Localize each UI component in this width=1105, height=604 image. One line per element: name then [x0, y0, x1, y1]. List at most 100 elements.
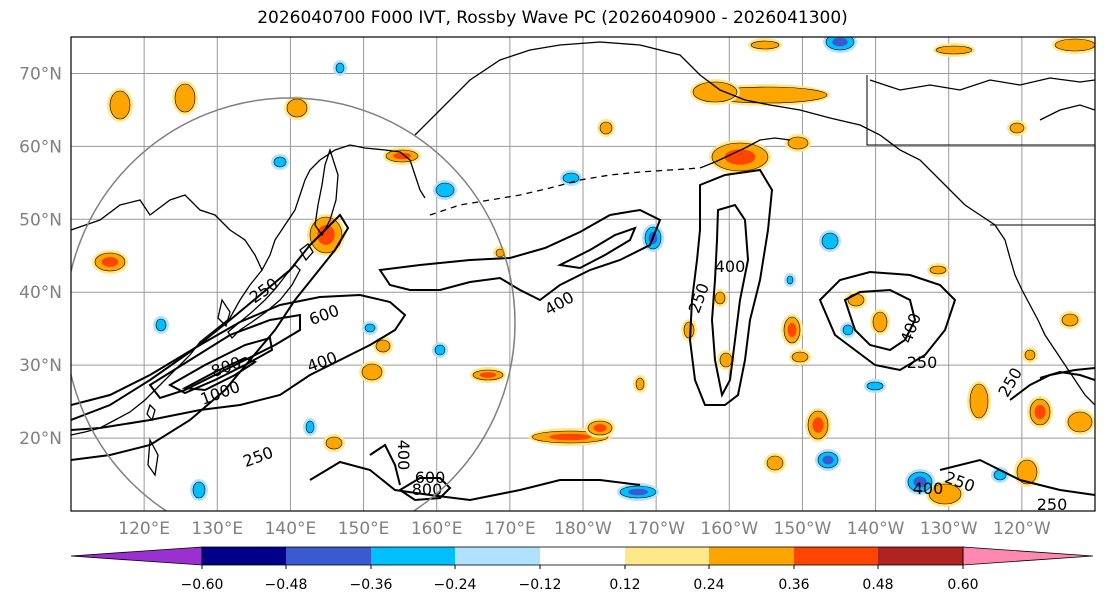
hudson: [1039, 104, 1095, 121]
lon-tick-label: 180°W: [554, 519, 612, 539]
lon-tick-label: 120°E: [118, 519, 170, 539]
colorbar-tick-label: −0.60: [181, 577, 224, 593]
anomaly-blob: [821, 232, 839, 250]
anomaly-blob: [842, 324, 854, 336]
lon-tick-label: 140°E: [265, 519, 317, 539]
lon-tick-label: 160°E: [411, 519, 463, 539]
lon-tick-label: 170°W: [627, 519, 685, 539]
anomaly-blob: [1009, 122, 1025, 134]
anomaly-blob: [786, 275, 794, 285]
anomaly-blob-core: [1034, 404, 1046, 420]
anomaly-blob: [434, 344, 446, 356]
colorbar-segment: [286, 547, 371, 565]
lon-tick-label: 120°W: [993, 519, 1051, 539]
colorbar-segment: [540, 547, 625, 565]
anomaly-blob-core: [822, 455, 834, 465]
colorbar: [70, 546, 1094, 566]
ivt-contour-250-east: [818, 270, 957, 372]
anomaly-blob: [562, 172, 580, 184]
anomaly-blob: [1016, 459, 1038, 485]
anomaly-blob-core: [549, 433, 591, 441]
ivt-contour-250-center: [378, 208, 662, 302]
anomaly-blob: [787, 136, 809, 150]
anomaly-blob: [109, 90, 131, 120]
anomaly-blob: [273, 156, 287, 168]
colorbar-tick-label: −0.24: [434, 577, 477, 593]
ivt-contour-400-mid: [710, 203, 750, 398]
ivt-contour-250-south: [309, 460, 641, 502]
colorbar-tick-label: −0.12: [519, 577, 562, 593]
longitude-labels: 120°E 130°E 140°E 150°E 160°E 170°E 180°W 170°W…: [118, 519, 1051, 539]
korea: [217, 298, 231, 328]
anomaly-blob-core: [479, 372, 497, 378]
colorbar-segment: [878, 547, 963, 565]
anomaly-blob-core: [724, 149, 756, 165]
anomaly-blob: [192, 481, 206, 499]
ivt-contours: [71, 168, 1095, 502]
colorbar-segment: [794, 547, 878, 565]
anomaly-blob: [750, 40, 780, 50]
anomaly-blob: [1054, 38, 1095, 52]
na-west-coast: [934, 174, 1095, 406]
lat-tick-label: 50°N: [19, 210, 62, 230]
anomaly-blob: [325, 436, 343, 450]
anomaly-blob: [1067, 411, 1093, 433]
anomaly-blob-core: [628, 488, 648, 496]
anomaly-blob-core: [101, 257, 119, 267]
alaska: [414, 41, 936, 176]
anomaly-blob: [375, 339, 391, 353]
colorbar-extend-low: [70, 546, 203, 566]
ivt-contour-600-south: [398, 477, 452, 502]
arctic-coast: [869, 77, 1095, 91]
contour-label: 600: [415, 468, 446, 487]
anomaly-blob: [435, 182, 455, 198]
lon-tick-label: 130°W: [920, 519, 978, 539]
contour-label: 800: [412, 480, 443, 499]
colorbar-tick-label: −0.48: [265, 577, 308, 593]
anomaly-blob-core: [787, 322, 797, 338]
japan-hokkaido: [299, 243, 314, 262]
anomaly-blob: [866, 381, 884, 391]
anomaly-blob: [969, 383, 989, 419]
latitude-labels: 70°N 60°N 50°N 40°N 30°N 20°N: [19, 64, 62, 449]
alaska-peninsula: [699, 137, 791, 169]
colorbar-extend-high: [962, 546, 1094, 566]
contour-label: 400: [913, 479, 944, 498]
figure-title: 2026040700 F000 IVT, Rossby Wave PC (202…: [257, 8, 848, 28]
ivt-contour-250-se: [939, 458, 1095, 496]
colorbar-segment: [455, 547, 540, 565]
lat-tick-label: 70°N: [19, 64, 62, 84]
ivt-contour-400-south: [369, 443, 401, 486]
anomaly-blob-core: [812, 417, 824, 433]
contour-label: 400: [394, 440, 413, 471]
lat-tick-label: 40°N: [19, 283, 62, 303]
colorbar-tick-label: 0.12: [609, 577, 640, 593]
anomaly-blob-core: [593, 424, 607, 432]
anomaly-blob: [692, 81, 738, 103]
anomaly-blob: [847, 293, 865, 307]
anomaly-blob: [929, 265, 947, 275]
anomaly-blob: [928, 483, 962, 505]
colorbar-segment: [371, 547, 455, 565]
anomaly-blob: [719, 352, 733, 368]
anomaly-blob: [683, 321, 695, 339]
anomaly-blob: [1061, 313, 1079, 327]
anomaly-blob: [872, 311, 888, 333]
japan: [227, 264, 301, 340]
colorbar-tick-label: 0.36: [778, 577, 809, 593]
anomaly-blob-core: [913, 476, 927, 488]
anomaly-blob: [286, 98, 308, 118]
ivt-contour-400-ca: [1039, 370, 1095, 381]
lat-tick-label: 30°N: [19, 356, 62, 376]
contour-label: 250: [1037, 495, 1068, 514]
aleutians: [429, 167, 701, 216]
anomaly-blob: [305, 420, 315, 434]
colorbar-segment: [709, 547, 794, 565]
lat-tick-label: 60°N: [19, 137, 62, 157]
ivt-contour-1000: [181, 356, 258, 392]
ivt-contour-400-center: [556, 226, 637, 270]
lat-tick-label: 20°N: [19, 429, 62, 449]
lon-tick-label: 150°E: [338, 519, 390, 539]
asia-coastline: [71, 144, 426, 272]
